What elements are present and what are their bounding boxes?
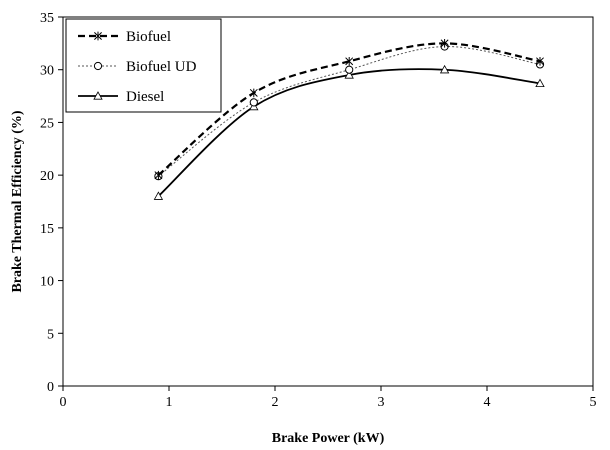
- legend-label-diesel: Diesel: [126, 89, 164, 105]
- y-tick-label: 10: [40, 275, 54, 290]
- data-point-diesel: [153, 191, 164, 200]
- legend-marker-diesel: [93, 91, 103, 100]
- data-point-biofuel: [154, 170, 163, 180]
- x-tick-label: 0: [60, 395, 67, 410]
- legend-item-biofuel-ud: Biofuel UD: [78, 59, 197, 75]
- data-point-biofuel-ud: [249, 98, 258, 107]
- y-tick-label: 30: [40, 64, 54, 79]
- x-axis-title: Brake Power (kW): [272, 431, 385, 446]
- data-point-biofuel: [249, 88, 258, 98]
- x-tick-label: 2: [272, 395, 279, 410]
- series-diesel: [153, 64, 545, 200]
- data-point-diesel: [535, 78, 545, 88]
- y-tick-label: 5: [47, 327, 54, 342]
- x-tick-label: 5: [590, 395, 597, 410]
- data-point-biofuel: [345, 56, 354, 66]
- y-tick-label: 0: [47, 380, 54, 395]
- legend-item-biofuel: Biofuel: [78, 29, 171, 45]
- data-point-diesel: [439, 64, 450, 74]
- y-tick-label: 15: [40, 222, 54, 237]
- legend: Biofuel Biofuel UD Diesel: [65, 18, 222, 113]
- legend-label-biofuel-ud: Biofuel UD: [126, 59, 197, 75]
- data-point-biofuel: [536, 56, 544, 66]
- x-tick-label: 1: [166, 395, 173, 410]
- series-line-biofuel: [157, 42, 541, 176]
- y-tick-label: 25: [40, 116, 54, 131]
- y-tick-label: 20: [40, 169, 54, 184]
- series-layer: [153, 39, 545, 200]
- series-line-biofuel-ud: [158, 46, 541, 177]
- data-point-diesel: [344, 70, 354, 79]
- data-point-biofuel-ud: [345, 65, 354, 74]
- legend-marker-biofuel: [94, 31, 102, 41]
- x-tick-label: 3: [378, 395, 385, 410]
- y-axis-title: Brake Thermal Efficiency (%): [10, 110, 25, 292]
- legend-label-biofuel: Biofuel: [126, 29, 171, 45]
- y-tick-label: 35: [40, 11, 54, 26]
- x-tick-label: 4: [484, 395, 491, 410]
- series-biofuel: [154, 39, 544, 180]
- data-point-biofuel: [440, 39, 449, 48]
- legend-item-diesel: Diesel: [78, 89, 164, 105]
- series-line-diesel: [157, 68, 541, 197]
- plot-frame: [62, 16, 594, 387]
- legend-marker-biofuel-ud: [93, 61, 103, 71]
- axis-layer: 0 1 2 3 4 5 0 5 10 15 20 25 30 35: [40, 11, 597, 410]
